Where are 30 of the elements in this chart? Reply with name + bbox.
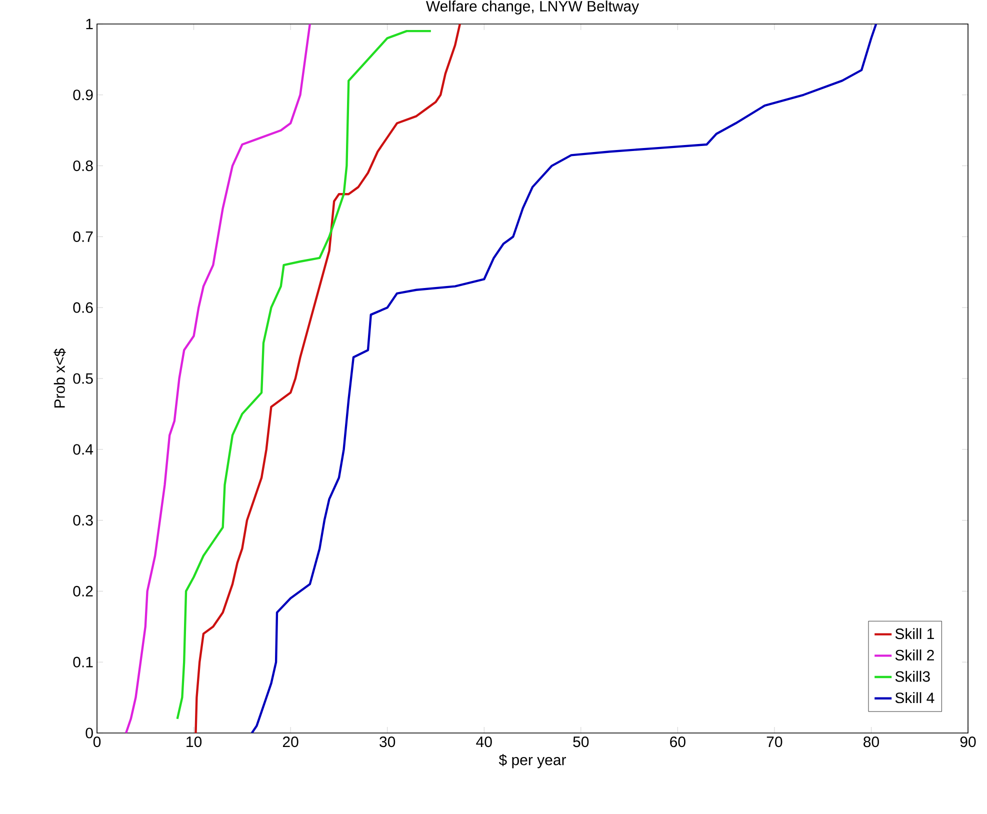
legend-label: Skill3 (895, 670, 930, 682)
line-series (250, 24, 878, 733)
line-series (194, 24, 462, 733)
y-tick-label: 0.6 (73, 302, 93, 313)
y-tick-label: 0.1 (73, 656, 93, 668)
y-tick-label: 1 (86, 18, 93, 30)
y-tick-label: 0 (86, 728, 93, 738)
x-tick-label: 90 (960, 736, 976, 748)
y-tick-label: 0.8 (73, 160, 93, 172)
y-tick-label: 0.9 (73, 90, 93, 100)
x-tick-label: 70 (766, 736, 782, 748)
y-tick-label: 0.4 (73, 444, 94, 455)
x-tick-label: 80 (864, 736, 879, 748)
x-tick-label: 0 (93, 736, 101, 748)
y-axis-title: Prob x<$ (54, 348, 66, 408)
x-tick-label: 50 (573, 736, 589, 748)
x-tick-label: 20 (282, 736, 298, 748)
x-tick-label: 10 (186, 736, 202, 748)
legend-label: Skill 2 (895, 649, 934, 660)
x-axis-title: $ per year (498, 754, 566, 768)
y-tick-label: 0.3 (73, 514, 93, 526)
legend-label: Skill 4 (895, 692, 934, 704)
y-tick-label: 0.2 (73, 586, 93, 596)
legend-label: Skill 1 (895, 628, 934, 640)
chart-title: Welfare change, LNYW Beltway (426, 0, 640, 14)
x-tick-label: 40 (476, 736, 492, 748)
y-tick-label: 0.7 (73, 231, 93, 242)
x-tick-label: 60 (670, 736, 686, 748)
y-tick-label: 0.5 (73, 373, 93, 384)
x-tick-label: 30 (380, 736, 396, 748)
